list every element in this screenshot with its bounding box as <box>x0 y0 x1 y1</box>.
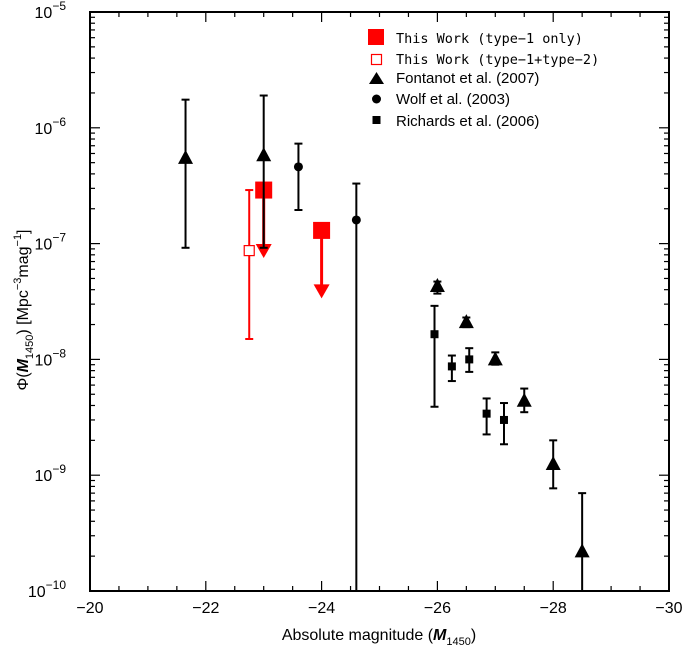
y-tick-label: 10−10 <box>28 578 66 601</box>
data-point <box>458 314 474 329</box>
x-tick-label: −26 <box>424 600 451 617</box>
x-tick-label: −24 <box>308 600 335 617</box>
data-point <box>516 392 532 407</box>
legend-item-wolf: Wolf et al. (2003) <box>372 91 510 108</box>
legend-item-this-work-type1: This Work (type−1 only) <box>368 29 583 47</box>
upper-limit-arrowhead <box>313 284 330 299</box>
x-tick-label: −30 <box>655 600 682 617</box>
legend-marker-filled-square <box>368 29 384 45</box>
legend-label: This Work (type−1 only) <box>396 31 583 47</box>
data-point <box>545 455 561 470</box>
data-point <box>465 355 474 364</box>
y-tick-label: 10−7 <box>35 231 67 254</box>
data-point <box>256 147 272 162</box>
legend-label: Wolf et al. (2003) <box>396 91 510 108</box>
y-tick-label: 10−9 <box>35 462 67 485</box>
data-point <box>293 162 303 172</box>
plot-frame <box>89 11 670 592</box>
legend-marker-circle <box>372 94 381 104</box>
data-point <box>243 245 255 257</box>
data-point <box>482 409 491 418</box>
legend-label: Fontanot et al. (2007) <box>396 70 539 87</box>
data-point <box>574 543 590 558</box>
legend-item-fontanot: Fontanot et al. (2007) <box>369 70 539 87</box>
y-axis-label: Φ(M1450) [Mpc−3mag−1] <box>12 229 36 390</box>
legend-marker-triangle <box>369 72 384 84</box>
legend-label: Richards et al. (2006) <box>396 113 539 130</box>
x-axis-label: Absolute magnitude (M1450) <box>282 627 476 648</box>
tick-labels: −20 −22 −24 −26 −28 −30 10−10 10−9 10−8 10−7 10−6 1… <box>28 0 683 617</box>
legend-item-this-work-type1-type2: This Work (type−1+type−2) <box>370 52 599 68</box>
data-point <box>313 221 331 239</box>
data-marks <box>178 94 590 591</box>
x-tick-label: −20 <box>76 600 103 617</box>
legend-marker-open-square <box>370 53 383 66</box>
legend-marker-small-square <box>372 116 381 124</box>
legend-label: This Work (type−1+type−2) <box>396 52 599 68</box>
x-tick-label: −28 <box>540 600 567 617</box>
x-tick-label: −22 <box>192 600 219 617</box>
y-tick-label: 10−8 <box>35 346 67 369</box>
data-point <box>178 149 194 164</box>
y-tick-label: 10−6 <box>35 115 67 138</box>
data-point <box>447 362 456 371</box>
data-point <box>429 278 445 293</box>
data-point <box>487 351 503 366</box>
legend: This Work (type−1 only) This Work (type−… <box>368 29 599 130</box>
legend-item-richards: Richards et al. (2006) <box>372 113 539 130</box>
y-tick-label: 10−5 <box>35 0 67 22</box>
data-point <box>351 215 361 225</box>
data-point <box>499 415 508 424</box>
data-point <box>430 330 439 339</box>
